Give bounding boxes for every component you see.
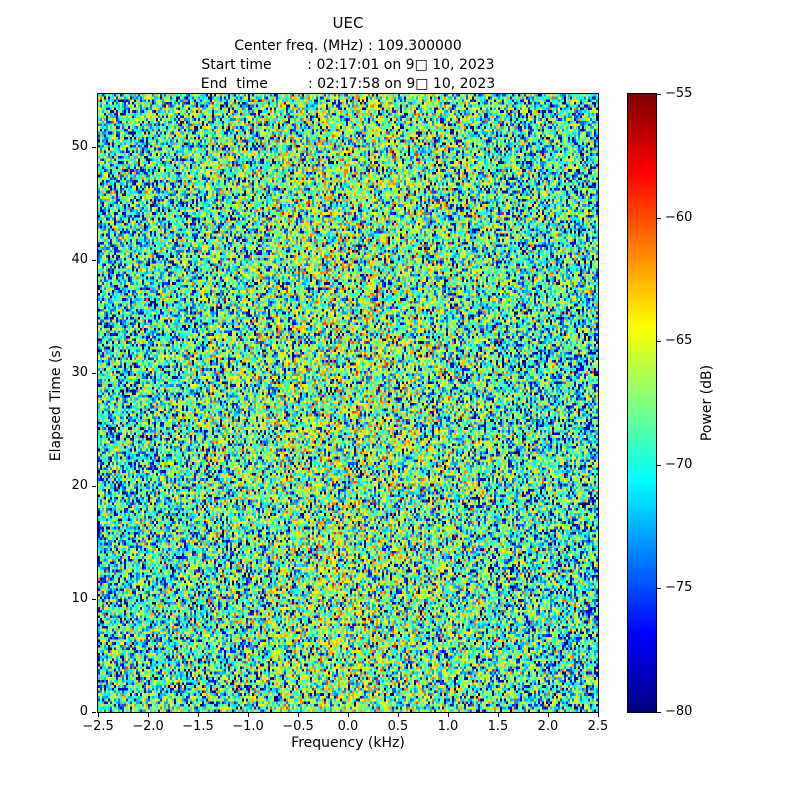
x-tick-mark — [148, 713, 149, 717]
y-tick-label: 10 — [71, 591, 88, 607]
colorbar-tick-mark — [657, 94, 661, 95]
x-tick-label: −2.0 — [132, 719, 164, 734]
x-tick-mark — [298, 713, 299, 717]
spectrogram-plot-area — [97, 93, 599, 713]
y-tick-label: 30 — [71, 365, 88, 381]
x-tick-mark — [248, 713, 249, 717]
x-tick-mark — [98, 713, 99, 717]
y-tick-mark — [92, 486, 96, 488]
y-tick-mark — [92, 260, 96, 262]
center-freq-line: Center freq. (MHz) : 109.300000 — [234, 38, 462, 54]
x-tick-mark — [398, 713, 399, 717]
x-tick-mark — [548, 713, 549, 717]
x-tick-label: −1.5 — [182, 719, 214, 734]
x-tick-mark — [448, 713, 449, 717]
y-tick-label: 20 — [71, 478, 88, 494]
x-tick-mark — [498, 713, 499, 717]
chart-title: UEC — [332, 14, 364, 32]
y-tick-mark — [92, 147, 96, 149]
x-tick-label: −0.5 — [282, 719, 314, 734]
x-tick-label: 1.0 — [437, 719, 459, 734]
start-time-line: Start time : 02:17:01 on 9□ 10, 2023 — [201, 57, 495, 73]
y-tick-mark — [92, 373, 96, 375]
colorbar-tick-mark — [657, 217, 661, 219]
colorbar-tick-mark — [657, 588, 661, 590]
chart-header: UEC Center freq. (MHz) : 109.300000 Star… — [98, 14, 598, 94]
colorbar-tick-mark — [657, 712, 661, 713]
spectrogram-heatmap-canvas — [98, 94, 598, 712]
x-tick-label: 0.0 — [337, 719, 359, 734]
colorbar-tick-label: −80 — [665, 704, 693, 719]
colorbar-tick-label: −55 — [665, 86, 693, 101]
colorbar-tick-label: −60 — [665, 209, 693, 225]
x-tick-mark — [198, 713, 199, 717]
y-tick-mark — [92, 712, 96, 713]
y-axis-label: Elapsed Time (s) — [48, 344, 64, 462]
x-tick-label: −2.5 — [82, 719, 114, 734]
end-time-line: End time : 02:17:58 on 9□ 10, 2023 — [200, 76, 496, 92]
colorbar-gradient-canvas — [628, 94, 656, 712]
x-tick-label: 1.5 — [487, 719, 509, 734]
y-tick-label: 0 — [79, 704, 88, 719]
x-tick-label: 2.0 — [537, 719, 559, 734]
colorbar-tick-mark — [657, 341, 661, 343]
x-tick-mark — [598, 713, 599, 717]
y-tick-mark — [92, 599, 96, 601]
colorbar-tick-label: −70 — [665, 456, 693, 472]
x-tick-label: 0.5 — [387, 719, 409, 734]
colorbar-tick-label: −75 — [665, 580, 693, 596]
colorbar-tick-label: −65 — [665, 333, 693, 349]
x-axis-label: Frequency (kHz) — [291, 735, 405, 751]
x-tick-mark — [348, 713, 349, 717]
colorbar-label: Power (dB) — [699, 364, 715, 442]
y-tick-label: 40 — [71, 252, 88, 268]
y-tick-label: 50 — [71, 139, 88, 155]
x-tick-label: 2.5 — [587, 719, 609, 734]
colorbar — [627, 93, 657, 713]
x-tick-label: −1.0 — [232, 719, 264, 734]
colorbar-tick-mark — [657, 464, 661, 466]
